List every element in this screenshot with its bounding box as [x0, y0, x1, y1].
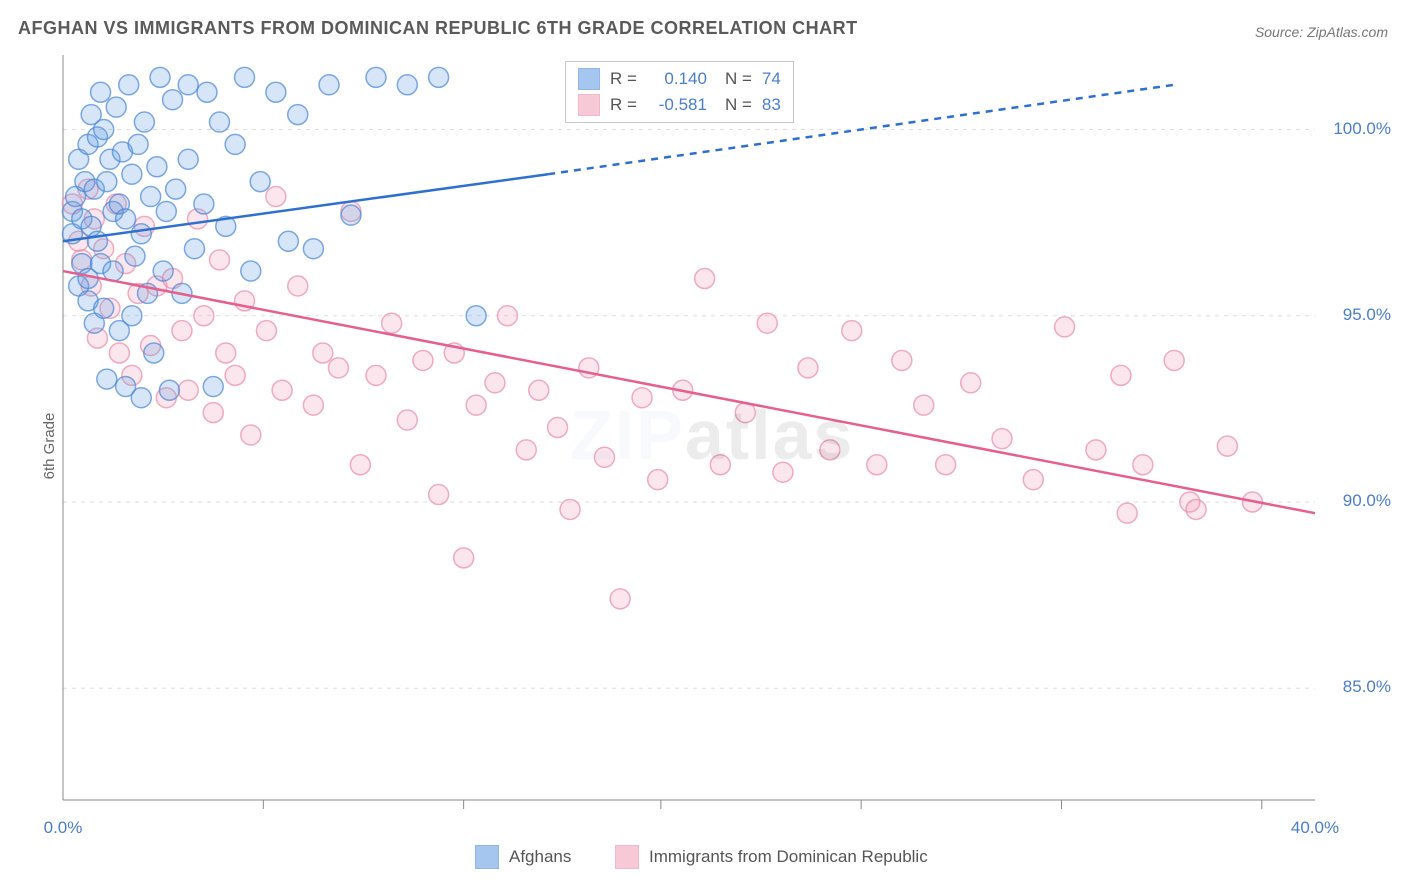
plot-area: ZIPatlas R =0.140N =74R =-0.581N =83 Afg…	[55, 55, 1385, 830]
stats-r-label: R =	[610, 69, 637, 89]
legend-afghans: Afghans	[475, 845, 571, 869]
y-tick-label: 90.0%	[1321, 491, 1391, 511]
stats-n-label: N =	[725, 69, 752, 89]
legend-label-afghans: Afghans	[509, 847, 571, 867]
chart-container: AFGHAN VS IMMIGRANTS FROM DOMINICAN REPU…	[0, 0, 1406, 892]
x-tick-label: 0.0%	[44, 818, 83, 838]
stats-row-dominican: R = -0.581 N = 83	[566, 92, 793, 118]
stats-n-value-afghans: 74	[762, 69, 781, 89]
stats-r-label: R =	[610, 95, 637, 115]
source-attribution: Source: ZipAtlas.com	[1255, 24, 1388, 40]
chart-title: AFGHAN VS IMMIGRANTS FROM DOMINICAN REPU…	[18, 18, 858, 39]
y-tick-label: 100.0%	[1321, 119, 1391, 139]
stats-n-value-dominican: 83	[762, 95, 781, 115]
chart-svg	[55, 55, 1385, 830]
stats-swatch-dominican	[578, 94, 600, 116]
legend-swatch-dominican	[615, 845, 639, 869]
stats-swatch-afghans	[578, 68, 600, 90]
y-tick-label: 85.0%	[1321, 677, 1391, 697]
legend-label-dominican: Immigrants from Dominican Republic	[649, 847, 928, 867]
legend-swatch-afghans	[475, 845, 499, 869]
correlation-stats-box: R = 0.140 N = 74 R = -0.581 N = 83	[565, 61, 794, 123]
legend-dominican: Immigrants from Dominican Republic	[615, 845, 928, 869]
stats-r-value-afghans: 0.140	[647, 69, 707, 89]
x-tick-label: 40.0%	[1291, 818, 1339, 838]
stats-row-afghans: R = 0.140 N = 74	[566, 66, 793, 92]
y-tick-label: 95.0%	[1321, 305, 1391, 325]
stats-n-label: N =	[725, 95, 752, 115]
stats-r-value-dominican: -0.581	[647, 95, 707, 115]
